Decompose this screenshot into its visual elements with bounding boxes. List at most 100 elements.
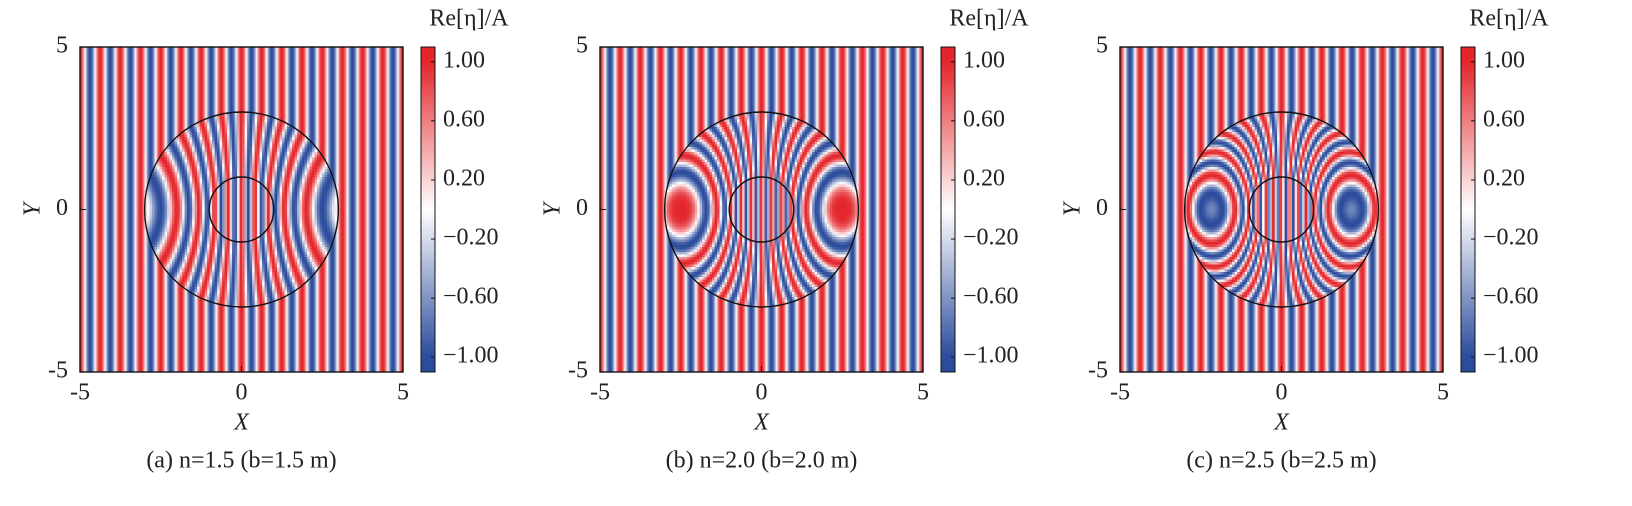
field-cell — [172, 257, 175, 260]
field-cell — [224, 144, 228, 148]
field-cell — [167, 177, 170, 180]
field-cell — [244, 117, 248, 120]
lens-field — [144, 112, 339, 307]
field-cell — [307, 142, 310, 145]
field-cell — [314, 219, 318, 223]
field-cell — [159, 212, 163, 215]
field-cell — [272, 117, 275, 120]
field-cell — [269, 207, 273, 210]
field-cell — [152, 209, 155, 213]
field-cell — [179, 279, 183, 283]
field-cell — [307, 184, 310, 188]
field-cell — [212, 174, 215, 178]
field-cell — [234, 229, 238, 233]
field-cell — [282, 219, 285, 223]
field-cell — [292, 132, 295, 135]
field-cell — [167, 162, 170, 165]
field-cell — [227, 279, 230, 283]
field-cell — [217, 199, 220, 203]
field-cell — [277, 177, 280, 180]
field-cell — [217, 287, 220, 290]
field-cell — [214, 237, 218, 240]
field-cell — [207, 194, 210, 198]
field-cell — [202, 132, 205, 135]
field-cell — [312, 162, 315, 165]
field-cell — [174, 264, 178, 268]
field-cell — [254, 119, 258, 123]
field-cell — [167, 249, 170, 253]
field-cell — [184, 194, 188, 198]
field-cell — [204, 157, 208, 160]
field-cell — [267, 257, 270, 260]
field-cell — [209, 144, 213, 148]
field-cell — [264, 152, 268, 155]
field-cell — [249, 297, 253, 300]
field-cell — [269, 159, 273, 163]
field-cell — [199, 242, 203, 245]
field-cell — [309, 182, 313, 185]
field-cell — [229, 254, 233, 258]
field-cell — [169, 169, 173, 173]
field-cell — [242, 147, 245, 150]
field-cell — [262, 167, 265, 170]
field-cell — [177, 229, 180, 233]
field-cell — [292, 224, 295, 228]
field-cell — [229, 119, 233, 123]
field-cell — [242, 272, 245, 275]
field-cell — [239, 214, 243, 218]
field-cell — [202, 269, 205, 273]
field-cell — [189, 209, 193, 213]
field-cell — [212, 219, 215, 223]
field-cell — [187, 222, 190, 225]
field-cell — [314, 154, 318, 158]
field-cell — [199, 272, 203, 275]
field-cell — [147, 219, 150, 223]
field-cell — [227, 179, 230, 183]
field-cell — [194, 157, 198, 160]
field-cell — [184, 227, 188, 230]
field-cell — [209, 227, 213, 230]
field-cell — [259, 269, 263, 273]
field-cell — [237, 129, 240, 133]
field-cell — [324, 182, 328, 185]
field-cell — [264, 184, 268, 188]
field-cell — [202, 252, 205, 255]
field-cell — [197, 192, 200, 195]
field-cell — [322, 239, 325, 243]
field-cell — [204, 239, 208, 243]
field-cell — [254, 292, 258, 295]
field-cell — [307, 239, 310, 243]
field-cell — [202, 214, 205, 218]
field-cell — [227, 132, 230, 135]
field-cell — [244, 287, 248, 290]
field-cell — [299, 262, 303, 265]
field-cell — [209, 262, 213, 265]
field-cell — [279, 259, 283, 263]
field-cell — [174, 194, 178, 198]
field-cell — [177, 224, 180, 228]
field-cell — [312, 269, 315, 273]
field-cell — [229, 257, 233, 260]
field-cell — [267, 264, 270, 268]
field-cell — [302, 262, 305, 265]
field-cell — [257, 289, 260, 293]
field-cell — [229, 252, 233, 255]
field-cell — [242, 257, 245, 260]
field-cell — [289, 177, 293, 180]
field-cell — [244, 252, 248, 255]
field-cell — [319, 217, 323, 220]
field-cell — [157, 207, 160, 210]
field-cell — [172, 157, 175, 160]
field-cell — [259, 167, 263, 170]
field-cell — [177, 239, 180, 243]
field-cell — [289, 149, 293, 153]
field-cell — [232, 164, 235, 168]
field-cell — [297, 142, 300, 145]
field-cell — [304, 254, 308, 258]
field-cell — [192, 249, 195, 253]
field-cell — [212, 234, 215, 238]
field-cell — [179, 212, 183, 215]
field-cell — [202, 212, 205, 215]
field-cell — [279, 187, 283, 190]
field-cell — [194, 167, 198, 170]
